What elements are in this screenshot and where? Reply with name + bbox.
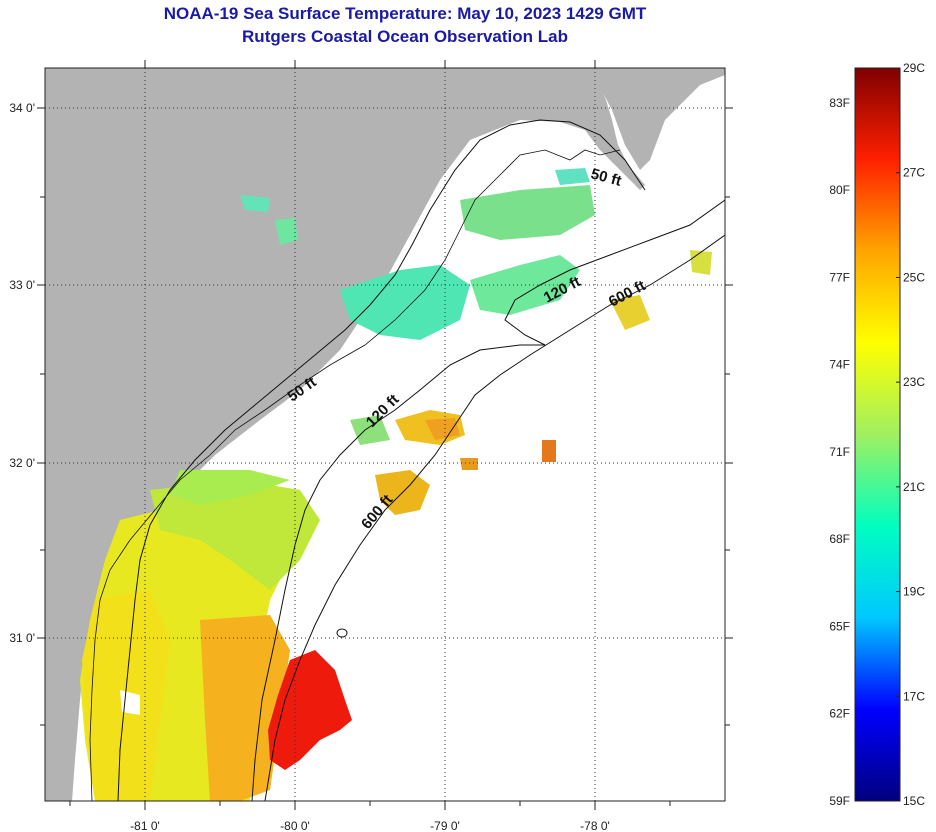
colorbar-fahrenheit-label: 80F [829, 183, 850, 197]
lon-label: -78 0' [580, 819, 610, 832]
lat-label: 31 0' [9, 631, 35, 645]
lat-label: 34 0' [9, 101, 35, 115]
colorbar-celsius-label: 21C [903, 480, 925, 494]
land-patch-ne [590, 68, 725, 170]
lon-label: -79 0' [430, 819, 460, 832]
lat-labels: 34 0' 33 0' 32 0' 31 0' [9, 101, 35, 645]
contour-50ft [117, 119, 646, 801]
colorbar-fahrenheit-label: 62F [829, 707, 850, 721]
colorbar-celsius-label: 27C [903, 166, 925, 180]
lon-labels: -81 0' -80 0' -79 0' -78 0' [130, 819, 610, 832]
colorbar-celsius-label: 29C [903, 61, 925, 75]
temperature-colorbar [854, 67, 901, 802]
lat-label: 32 0' [9, 456, 35, 470]
colorbar-fahrenheit-label: 83F [829, 96, 850, 110]
contour-120ft [251, 199, 725, 801]
graticule [45, 68, 725, 801]
lon-label: -81 0' [130, 819, 160, 832]
colorbar-celsius-label: 15C [903, 794, 925, 808]
colorbar-fahrenheit-label: 74F [829, 358, 850, 372]
colorbar-labels: 29C 27C 25C 23C 21C 19C 17C 15C 83F 80F 77F 74F 71F 6… [829, 61, 925, 808]
colorbar-celsius-label: 17C [903, 689, 925, 703]
map-frame [44, 67, 726, 802]
seamount-contour [336, 628, 348, 638]
sst-data-layer [80, 168, 712, 801]
colorbar-fahrenheit-label: 71F [829, 445, 850, 459]
coastline [89, 149, 621, 801]
lon-label: -80 0' [280, 819, 310, 832]
colorbar-fahrenheit-label: 68F [829, 532, 850, 546]
lat-label: 33 0' [9, 278, 35, 292]
map-subtitle: Rutgers Coastal Ocean Observation Lab [242, 27, 568, 46]
map-title: NOAA-19 Sea Surface Temperature: May 10,… [163, 4, 647, 23]
colorbar-fahrenheit-label: 65F [829, 619, 850, 633]
colorbar-fahrenheit-label: 59F [829, 794, 850, 808]
colorbar-celsius-label: 25C [903, 270, 925, 284]
contour-600ft [264, 234, 725, 801]
colorbar-fahrenheit-label: 77F [829, 270, 850, 284]
colorbar-celsius-label: 23C [903, 375, 925, 389]
axis-ticks [37, 60, 733, 810]
land-mass [45, 68, 645, 801]
colorbar-celsius-label: 19C [903, 585, 925, 599]
